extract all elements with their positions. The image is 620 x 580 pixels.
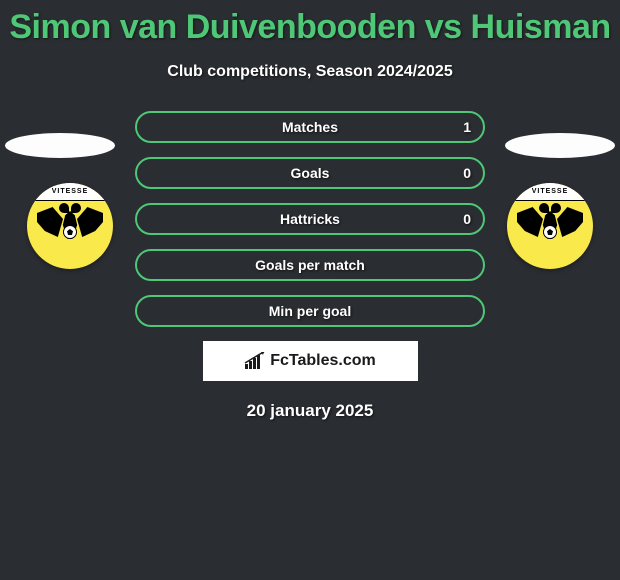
stat-label: Hattricks	[280, 211, 340, 227]
brand-box: FcTables.com	[203, 341, 418, 381]
chart-icon	[244, 352, 266, 370]
stat-value-right: 0	[463, 165, 471, 181]
stat-label: Min per goal	[269, 303, 351, 319]
club-badge-right: VITESSE	[507, 183, 593, 269]
club-name-left: VITESSE	[27, 183, 113, 201]
ball-icon	[543, 225, 557, 239]
stat-rows: Matches 1 Goals 0 Hattricks 0 Goals per …	[135, 111, 485, 327]
stat-row-goals-per-match: Goals per match	[135, 249, 485, 281]
page-title: Simon van Duivenbooden vs Huisman	[0, 0, 620, 47]
player-oval-left	[5, 133, 115, 158]
subtitle: Club competitions, Season 2024/2025	[0, 63, 620, 81]
player-oval-right	[505, 133, 615, 158]
eagle-icon	[515, 203, 585, 253]
stat-label: Matches	[282, 119, 338, 135]
stat-value-right: 0	[463, 211, 471, 227]
brand-text: FcTables.com	[270, 352, 376, 370]
comparison-container: VITESSE VITESSE Matches 1 Goals	[0, 111, 620, 421]
stat-label: Goals	[291, 165, 330, 181]
date: 20 january 2025	[0, 401, 620, 421]
stat-label: Goals per match	[255, 257, 365, 273]
stat-row-hattricks: Hattricks 0	[135, 203, 485, 235]
stat-row-matches: Matches 1	[135, 111, 485, 143]
stat-row-min-per-goal: Min per goal	[135, 295, 485, 327]
stat-value-right: 1	[463, 119, 471, 135]
ball-icon	[63, 225, 77, 239]
stat-row-goals: Goals 0	[135, 157, 485, 189]
club-name-right: VITESSE	[507, 183, 593, 201]
club-badge-left: VITESSE	[27, 183, 113, 269]
eagle-icon	[35, 203, 105, 253]
